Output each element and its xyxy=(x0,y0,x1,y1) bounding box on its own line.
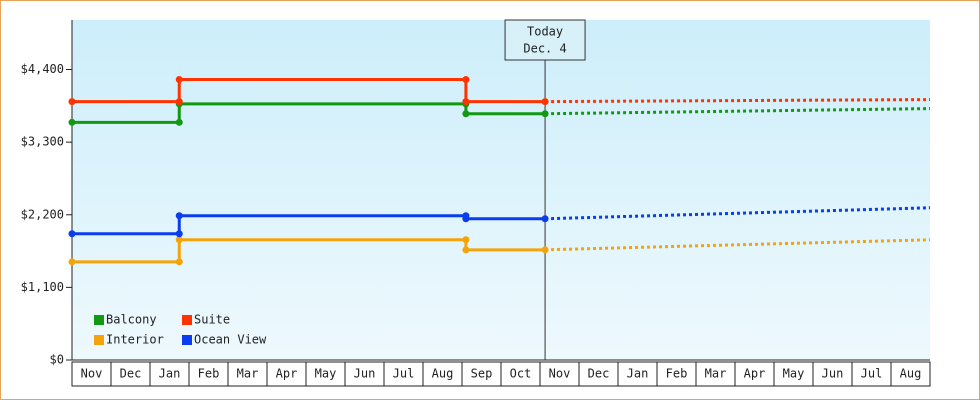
y-tick-label: $4,400 xyxy=(21,62,64,76)
x-tick-label: Mar xyxy=(237,367,259,381)
x-tick-cell xyxy=(617,361,658,387)
point xyxy=(68,230,76,238)
x-tick-label: Feb xyxy=(198,367,220,381)
forecast-line xyxy=(545,107,931,116)
point xyxy=(175,212,183,220)
x-tick-cell xyxy=(71,361,112,387)
point xyxy=(68,98,76,106)
x-tick-cell xyxy=(500,361,541,387)
point xyxy=(175,118,183,126)
y-tick-label: $1,100 xyxy=(21,280,64,294)
point xyxy=(541,215,549,223)
point xyxy=(541,98,549,106)
x-tick-label: Dec xyxy=(120,367,142,381)
point xyxy=(175,230,183,238)
x-tick-label: Nov xyxy=(81,367,103,381)
point xyxy=(462,246,470,254)
x-tick-cell xyxy=(149,361,190,387)
x-tick-cell xyxy=(539,361,580,387)
x-tick-cell xyxy=(773,361,814,387)
x-tick-label: Nov xyxy=(549,367,571,381)
x-tick-cell xyxy=(188,361,229,387)
x-tick-label: May xyxy=(315,367,337,381)
point xyxy=(462,76,470,84)
point xyxy=(68,118,76,126)
today-label: Dec. 4 xyxy=(523,42,566,56)
x-tick-label: Aug xyxy=(900,367,922,381)
x-tick-cell xyxy=(422,361,463,387)
point xyxy=(462,215,470,223)
x-tick-cell xyxy=(656,361,697,387)
legend-swatch xyxy=(94,335,104,345)
plot-area xyxy=(72,20,930,360)
x-tick-cell xyxy=(851,361,892,387)
today-box xyxy=(504,19,586,61)
x-tick-label: Mar xyxy=(705,367,727,381)
x-tick-label: Aug xyxy=(432,367,454,381)
x-tick-label: Apr xyxy=(744,367,766,381)
x-tick-label: Dec xyxy=(588,367,610,381)
x-tick-cell xyxy=(344,361,385,387)
legend-swatch xyxy=(182,335,192,345)
legend-label: Suite xyxy=(194,313,230,327)
x-tick-label: Oct xyxy=(510,367,532,381)
point xyxy=(68,258,76,266)
point xyxy=(175,76,183,84)
point xyxy=(175,258,183,266)
point xyxy=(175,236,183,244)
x-tick-cell xyxy=(227,361,268,387)
forecast-line xyxy=(545,238,931,252)
x-tick-label: Jan xyxy=(627,367,649,381)
y-tick-label: $3,300 xyxy=(21,135,64,149)
legend-swatch xyxy=(182,315,192,325)
point xyxy=(541,246,549,254)
y-tick-label: $2,200 xyxy=(21,207,64,221)
point xyxy=(462,98,470,106)
x-tick-label: Apr xyxy=(276,367,298,381)
today-label: Today xyxy=(527,25,563,39)
legend-label: Interior xyxy=(106,333,164,347)
forecast-line xyxy=(545,206,931,221)
x-tick-label: Jul xyxy=(861,367,883,381)
legend-label: Ocean View xyxy=(194,333,267,347)
point xyxy=(462,236,470,244)
x-tick-label: Jan xyxy=(159,367,181,381)
x-tick-cell xyxy=(890,361,931,387)
x-tick-label: Jun xyxy=(354,367,376,381)
legend-label: Balcony xyxy=(106,313,157,327)
forecast-line xyxy=(545,98,931,104)
x-tick-cell xyxy=(110,361,151,387)
legend-swatch xyxy=(94,315,104,325)
history-line xyxy=(72,102,546,124)
x-tick-label: Jun xyxy=(822,367,844,381)
x-tick-label: May xyxy=(783,367,805,381)
x-tick-label: Feb xyxy=(666,367,688,381)
x-tick-label: Jul xyxy=(393,367,415,381)
y-tick-label: $0 xyxy=(50,353,64,367)
x-tick-cell xyxy=(812,361,853,387)
point xyxy=(541,110,549,118)
x-tick-label: Sep xyxy=(471,367,493,381)
point xyxy=(175,98,183,106)
history-line xyxy=(72,78,546,104)
history-line xyxy=(72,238,546,264)
x-tick-cell xyxy=(734,361,775,387)
history-line xyxy=(72,214,546,236)
point xyxy=(462,110,470,118)
